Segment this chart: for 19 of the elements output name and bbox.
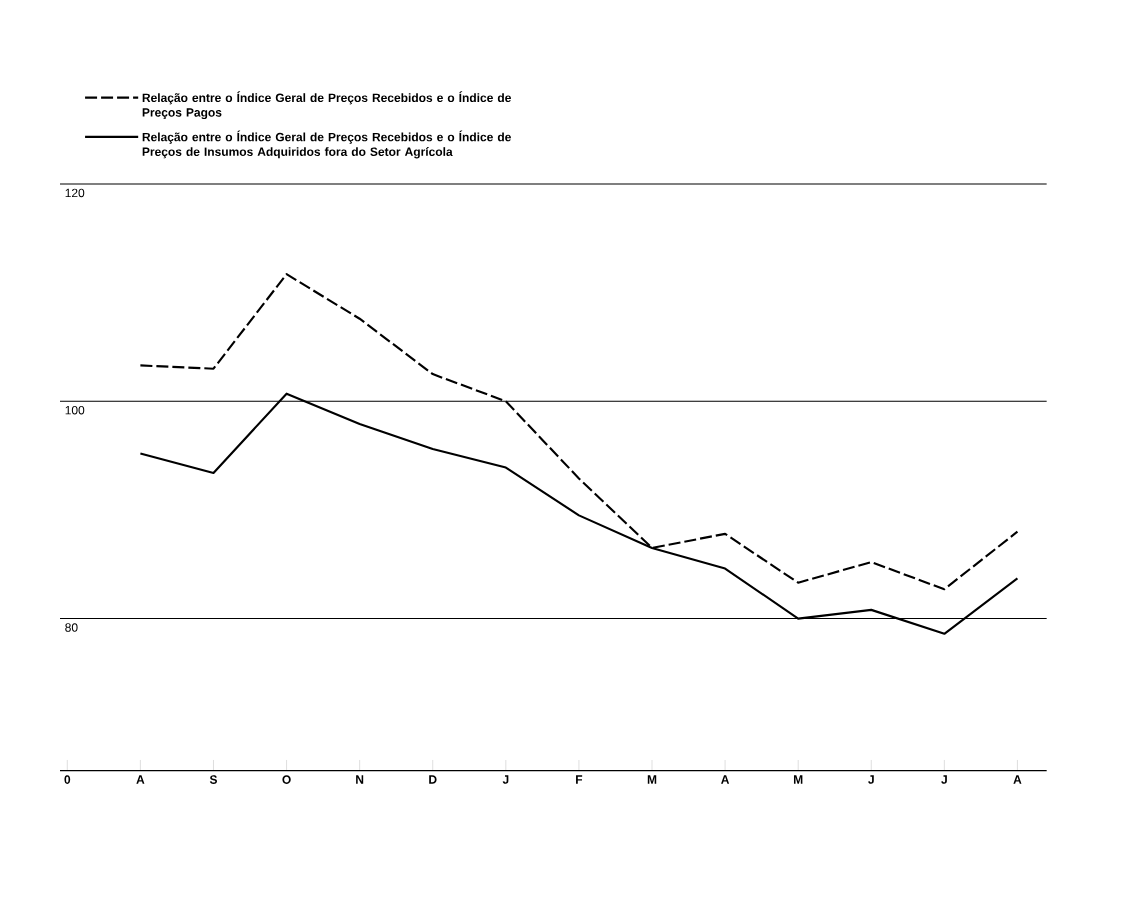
x-tick-label: F xyxy=(576,775,583,784)
x-tick-label: A xyxy=(136,775,145,784)
x-tick-label: J xyxy=(941,775,947,784)
legend-label: Relação entre o Índice Geral de Preços Recebidos e o Índice de Preços Pagos xyxy=(142,91,511,120)
y-tick-label: 100 xyxy=(65,405,85,415)
x-tick-label: 0 xyxy=(64,775,71,784)
x-tick-label: J xyxy=(502,775,509,784)
x-tick-label: A xyxy=(1013,775,1022,784)
x-tick-label: M xyxy=(793,775,803,784)
x-tick-label: J xyxy=(868,775,874,784)
x-tick-label: O xyxy=(282,775,291,784)
x-tick-label: D xyxy=(429,775,437,784)
x-tick-label: M xyxy=(647,775,657,784)
x-tick-label: N xyxy=(356,775,364,784)
legend-label: Relação entre o Índice Geral de Preços Recebidos e o Índice de Preços de Insumos Adquiridos fora do Setor Agrícola xyxy=(142,130,511,159)
y-tick-label: 120 xyxy=(65,188,85,198)
y-tick-label: 80 xyxy=(65,623,78,632)
x-tick-label: S xyxy=(209,775,218,784)
x-tick-label: A xyxy=(721,775,730,784)
